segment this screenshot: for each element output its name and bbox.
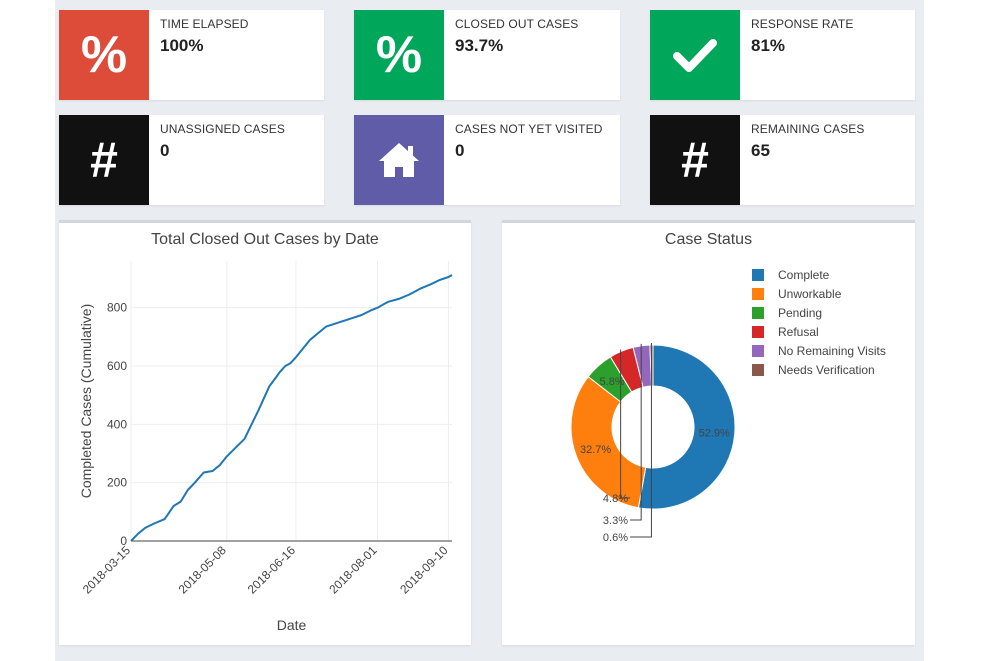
cases-not-visited-card: CASES NOT YET VISITED 0 xyxy=(354,115,620,205)
slice-leader-line xyxy=(630,343,642,521)
unassigned-icon-box: # xyxy=(59,115,149,205)
y-tick-label: 200 xyxy=(107,476,127,490)
unassigned-cases-card: # UNASSIGNED CASES 0 xyxy=(59,115,324,205)
legend-label: Pending xyxy=(778,306,822,320)
legend-swatch xyxy=(752,345,764,357)
cases-not-visited-value: 0 xyxy=(455,141,465,160)
hash-icon: # xyxy=(90,132,118,188)
percent-icon: % xyxy=(375,26,423,84)
slice-label: 3.3% xyxy=(603,515,628,527)
donut-slice xyxy=(637,344,736,510)
time-elapsed-icon-box: % xyxy=(59,10,149,100)
response-rate-icon-box xyxy=(650,10,740,100)
legend-label: No Remaining Visits xyxy=(778,344,886,358)
line-chart-title: Total Closed Out Cases by Date xyxy=(151,231,379,248)
legend-label: Refusal xyxy=(778,325,819,339)
closed-out-cases-card: % CLOSED OUT CASES 93.7% xyxy=(354,10,620,100)
slice-label: 52.9% xyxy=(699,427,730,439)
legend-swatch xyxy=(752,288,764,300)
response-rate-card: RESPONSE RATE 81% xyxy=(650,10,915,100)
closed-out-cases-label: CLOSED OUT CASES xyxy=(455,17,579,31)
slice-label: 5.8% xyxy=(600,376,625,388)
time-elapsed-value: 100% xyxy=(160,36,204,55)
x-tick-label: 2018-05-08 xyxy=(176,543,230,597)
slice-label: 0.6% xyxy=(603,532,628,544)
legend-label: Needs Verification xyxy=(778,363,875,377)
slice-leader-line xyxy=(630,343,652,538)
remaining-cases-label: REMAINING CASES xyxy=(751,122,865,136)
x-tick-label: 2018-03-15 xyxy=(80,543,134,597)
closed-out-by-date-panel: Total Closed Out Cases by Date 0 200 400 60… xyxy=(59,220,471,645)
remaining-icon-box: # xyxy=(650,115,740,205)
legend-swatch xyxy=(752,364,764,376)
percent-icon: % xyxy=(80,26,128,84)
x-tick-label: 2018-08-01 xyxy=(326,543,380,597)
time-elapsed-label: TIME ELAPSED xyxy=(160,17,249,31)
donut-slice xyxy=(570,375,647,509)
cumulative-cases-line xyxy=(130,274,453,542)
remaining-cases-card: # REMAINING CASES 65 xyxy=(650,115,915,205)
unassigned-cases-value: 0 xyxy=(160,141,170,160)
unassigned-cases-label: UNASSIGNED CASES xyxy=(160,122,285,136)
x-axis-title: Date xyxy=(277,617,307,633)
y-tick-label: 600 xyxy=(107,359,127,373)
pie-chart[interactable]: 52.9% 32.7% 5.8% 4.8% 3.3% 0.6% Complete Unwork… xyxy=(502,223,915,642)
response-rate-label: RESPONSE RATE xyxy=(751,17,854,31)
pie-chart-title: Case Status xyxy=(664,231,753,248)
y-axis-title: Completed Cases (Cumulative) xyxy=(78,304,94,499)
closed-out-cases-value: 93.7% xyxy=(455,36,504,55)
y-tick-label: 0 xyxy=(120,534,127,548)
response-rate-value: 81% xyxy=(751,36,786,55)
hash-icon: # xyxy=(681,132,709,188)
remaining-cases-value: 65 xyxy=(751,141,770,160)
legend-swatch xyxy=(752,269,764,281)
y-tick-label: 400 xyxy=(107,417,127,431)
x-tick-label: 2018-06-16 xyxy=(245,543,299,597)
legend-label: Complete xyxy=(778,268,830,282)
home-icon xyxy=(379,143,419,177)
not-visited-icon-box xyxy=(354,115,444,205)
slice-label: 32.7% xyxy=(580,444,611,456)
line-chart[interactable]: 0 200 400 600 800 2018-03-15 2018-05-08 2018-06… xyxy=(59,223,471,642)
legend-swatch xyxy=(752,307,764,319)
slice-leader-line xyxy=(620,349,630,499)
legend-swatch xyxy=(752,326,764,338)
cases-not-visited-label: CASES NOT YET VISITED xyxy=(455,122,603,136)
check-icon xyxy=(673,39,717,72)
x-tick-label: 2018-09-10 xyxy=(397,543,451,597)
closed-out-icon-box: % xyxy=(354,10,444,100)
slice-label: 4.8% xyxy=(603,493,628,505)
legend-label: Unworkable xyxy=(778,287,842,301)
time-elapsed-card: % TIME ELAPSED 100% xyxy=(59,10,324,100)
case-status-panel: Case Status 52.9% 32.7% 5.8% 4.8% 3.3% 0.6% Co… xyxy=(502,220,915,645)
y-tick-label: 800 xyxy=(107,301,127,315)
